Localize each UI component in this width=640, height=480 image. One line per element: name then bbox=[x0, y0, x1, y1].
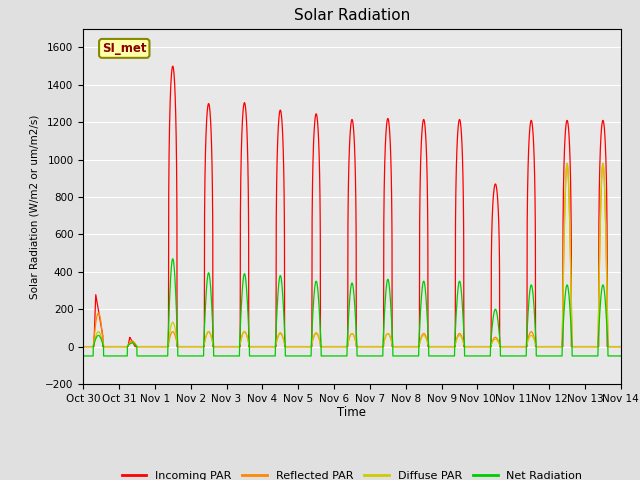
Reflected PAR bbox=[332, 344, 340, 349]
Net Radiation bbox=[79, 353, 87, 359]
Incoming PAR bbox=[176, 344, 184, 349]
X-axis label: Time: Time bbox=[337, 407, 367, 420]
Line: Diffuse PAR: Diffuse PAR bbox=[83, 163, 621, 347]
Text: SI_met: SI_met bbox=[102, 42, 147, 55]
Net Radiation bbox=[332, 353, 340, 359]
Incoming PAR bbox=[79, 344, 87, 349]
Diffuse PAR bbox=[617, 344, 625, 349]
Reflected PAR bbox=[79, 344, 87, 349]
Diffuse PAR bbox=[616, 344, 624, 349]
Diffuse PAR bbox=[563, 160, 571, 166]
Net Radiation bbox=[443, 353, 451, 359]
Incoming PAR bbox=[472, 344, 480, 349]
Line: Net Radiation: Net Radiation bbox=[83, 259, 621, 356]
Reflected PAR bbox=[563, 160, 571, 166]
Y-axis label: Solar Radiation (W/m2 or um/m2/s): Solar Radiation (W/m2 or um/m2/s) bbox=[29, 114, 40, 299]
Incoming PAR bbox=[503, 344, 511, 349]
Diffuse PAR bbox=[443, 344, 451, 349]
Line: Incoming PAR: Incoming PAR bbox=[83, 66, 621, 347]
Incoming PAR bbox=[169, 63, 177, 69]
Diffuse PAR bbox=[472, 344, 480, 349]
Net Radiation bbox=[176, 353, 184, 359]
Incoming PAR bbox=[332, 344, 340, 349]
Net Radiation bbox=[503, 353, 511, 359]
Diffuse PAR bbox=[332, 344, 340, 349]
Reflected PAR bbox=[176, 344, 184, 349]
Net Radiation bbox=[617, 353, 625, 359]
Reflected PAR bbox=[443, 344, 451, 349]
Incoming PAR bbox=[616, 344, 624, 349]
Diffuse PAR bbox=[503, 344, 511, 349]
Reflected PAR bbox=[616, 344, 624, 349]
Diffuse PAR bbox=[176, 344, 184, 349]
Incoming PAR bbox=[443, 344, 451, 349]
Net Radiation bbox=[616, 353, 624, 359]
Incoming PAR bbox=[617, 344, 625, 349]
Reflected PAR bbox=[503, 344, 511, 349]
Diffuse PAR bbox=[79, 344, 87, 349]
Title: Solar Radiation: Solar Radiation bbox=[294, 9, 410, 24]
Legend: Incoming PAR, Reflected PAR, Diffuse PAR, Net Radiation: Incoming PAR, Reflected PAR, Diffuse PAR… bbox=[117, 466, 587, 480]
Line: Reflected PAR: Reflected PAR bbox=[83, 163, 621, 347]
Net Radiation bbox=[169, 256, 177, 262]
Reflected PAR bbox=[472, 344, 480, 349]
Reflected PAR bbox=[617, 344, 625, 349]
Net Radiation bbox=[472, 353, 480, 359]
